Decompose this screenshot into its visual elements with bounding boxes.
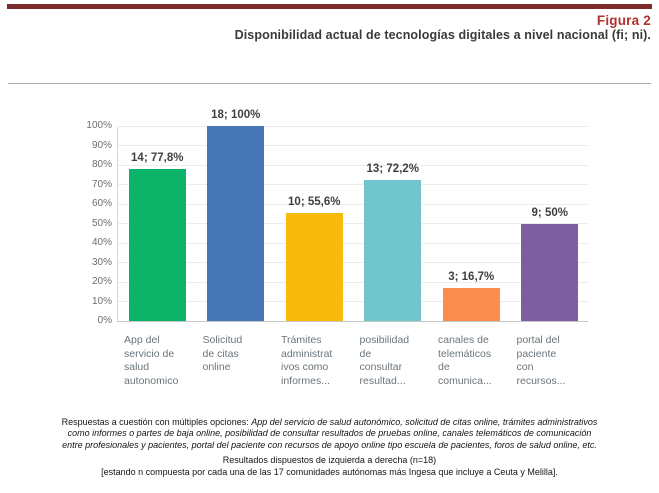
bar-value-label: 18; 100% — [211, 109, 261, 121]
y-axis-tick-label: 50% — [91, 217, 112, 229]
footnote: Respuestas a cuestión con múltiples opci… — [57, 417, 602, 478]
category-label: App del servicio de salud autonomico — [124, 334, 179, 387]
y-axis-tick-label: 30% — [91, 256, 112, 268]
bar-value-label: 13; 72,2% — [366, 163, 419, 176]
gridline — [118, 125, 588, 127]
gridline — [118, 145, 588, 146]
bar-value-label: 9; 50% — [531, 206, 568, 219]
plot-area: 0% 10% 20% 30% 40% 50% 60% 70% 80% 90% 100% 14; 77,… — [86, 109, 588, 387]
y-axis-tick-label: 60% — [91, 198, 112, 209]
y-axis-tick-label: 100% — [86, 120, 112, 131]
y-axis-tick-label: 90% — [91, 139, 112, 151]
figure-label: Figura 2 — [596, 13, 651, 28]
category-label: canales de telemáticos de comunica... — [438, 334, 492, 387]
bar — [521, 223, 579, 321]
y-axis-tick-label: 10% — [91, 295, 112, 307]
gridline — [118, 301, 588, 302]
gridline — [118, 223, 588, 224]
bar — [128, 169, 186, 321]
top-accent-rule — [7, 4, 652, 9]
footnote-n-detail: [estando n compuesta por cada una de las… — [101, 466, 558, 477]
bar-chart: 0% 10% 20% 30% 40% 50% 60% 70% 80% 90% 100% 14; 77,… — [0, 95, 659, 405]
gridline — [118, 203, 588, 205]
category-label: Trámites administrat ivos como informes.… — [281, 334, 333, 387]
bar — [285, 212, 343, 321]
footnote-order: Resultados dispuestos de izquierda a der… — [222, 455, 437, 466]
footnote-options-list: App del servicio de salud autonómico, so… — [62, 417, 598, 450]
bar-value-label: 3; 16,7% — [448, 271, 495, 284]
bar-value-label: 14; 77,8% — [131, 152, 184, 165]
gridline — [118, 184, 588, 185]
y-axis-tick-label: 40% — [91, 237, 112, 248]
y-axis-tick-label: 20% — [91, 276, 112, 287]
footnote-lead: Respuestas a cuestión con múltiples opci… — [61, 417, 249, 427]
gridline — [118, 262, 588, 263]
gridline — [118, 242, 588, 244]
category-label: posibilidad de consultar resultad... — [359, 334, 410, 387]
header-separator — [8, 83, 651, 84]
y-axis-tick-label: 0% — [97, 315, 112, 326]
gridline — [118, 281, 588, 283]
category-label: portal del paciente con recursos... — [516, 334, 566, 387]
figure-title: Disponibilidad actual de tecnologías dig… — [234, 28, 651, 42]
bar — [442, 288, 500, 321]
gridline — [118, 164, 588, 166]
category-label: Solicitud de citas online — [202, 334, 243, 373]
footnote-options: Respuestas a cuestión con múltiples opci… — [57, 417, 602, 451]
y-axis-tick-label: 80% — [91, 159, 112, 170]
bar — [207, 126, 265, 321]
y-axis-tick-label: 70% — [91, 178, 112, 190]
bar-value-label: 10; 55,6% — [288, 195, 341, 208]
bar — [364, 180, 422, 321]
